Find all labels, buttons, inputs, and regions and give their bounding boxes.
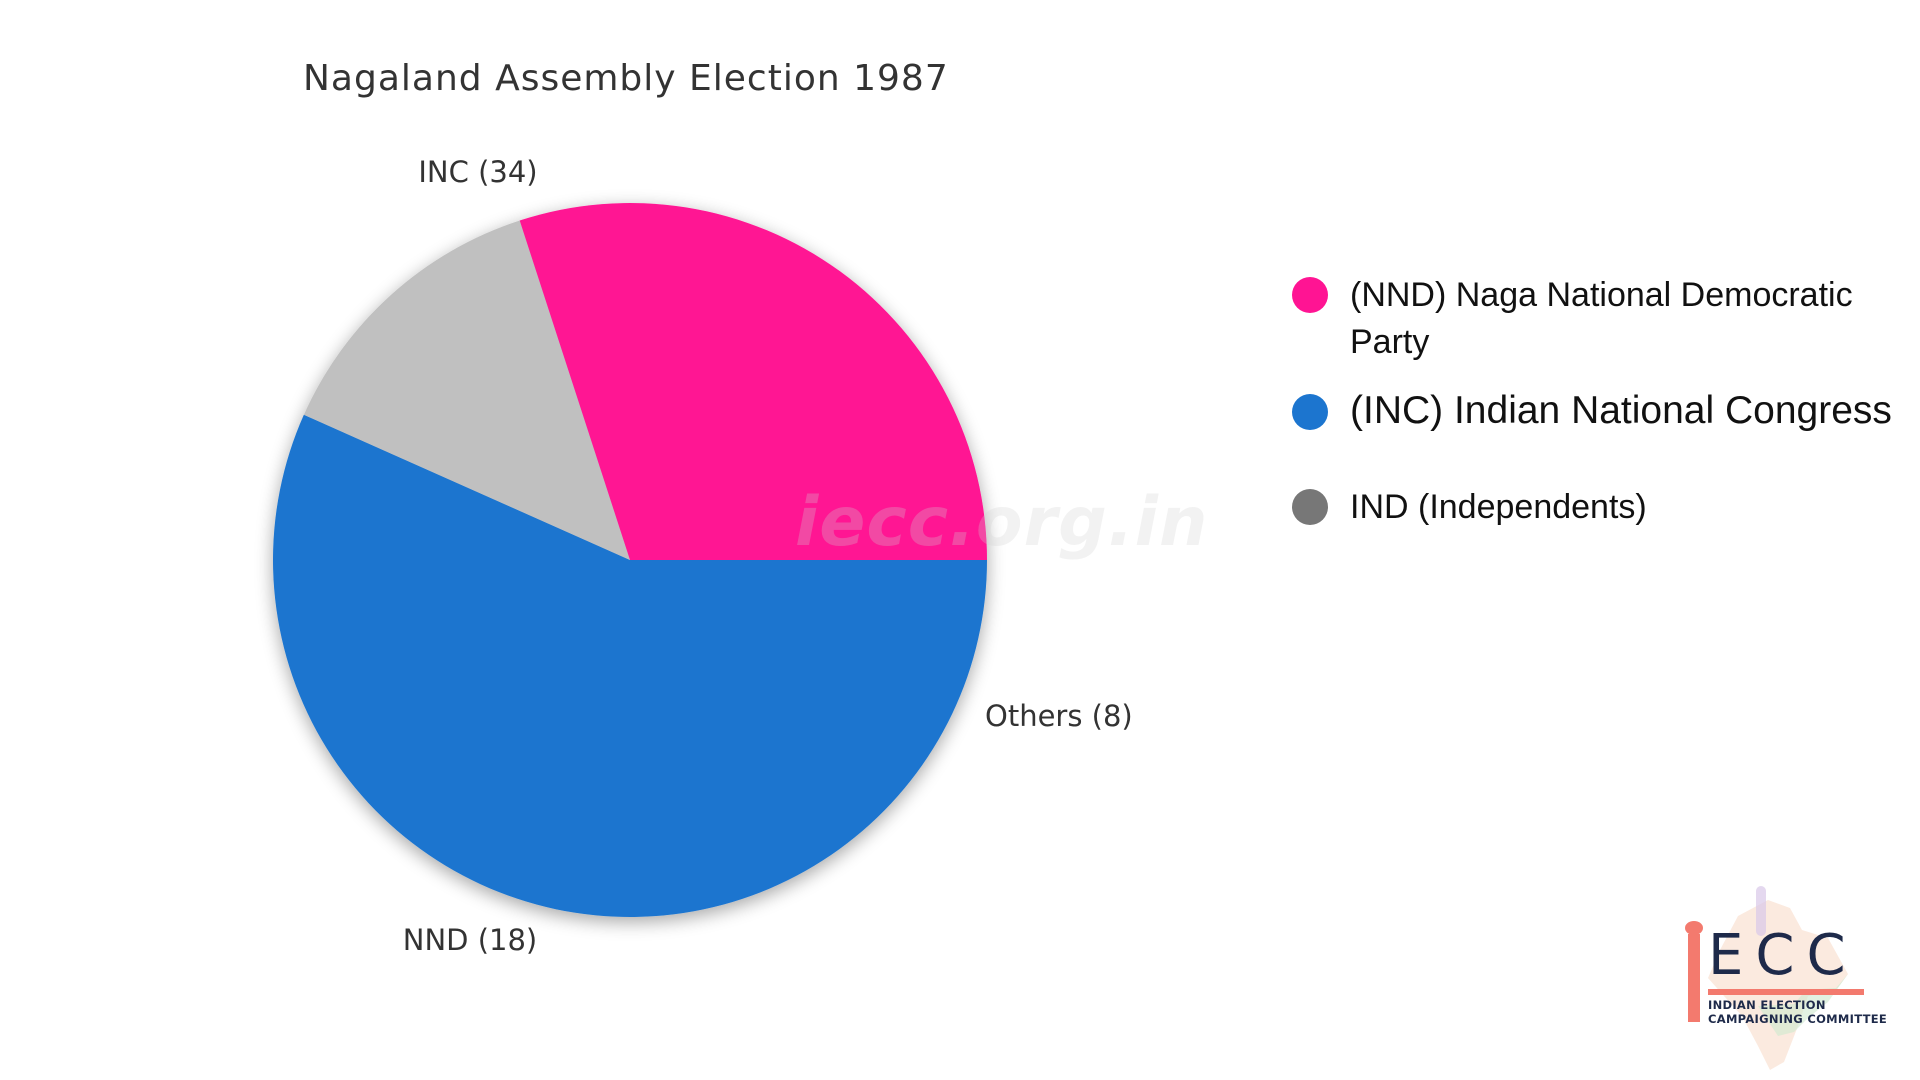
logo-i-dot — [1685, 921, 1703, 935]
pie-slice-nnd — [519, 202, 987, 560]
chart-title: Nagaland Assembly Election 1987 — [303, 58, 949, 99]
pie-slice-others — [303, 220, 630, 560]
slice-label-inc: INC (34) — [418, 155, 537, 189]
logo-underline — [1708, 989, 1864, 995]
watermark: iecc.org.in — [795, 483, 1209, 562]
slice-label-nnd: NND (18) — [403, 923, 537, 957]
logo-subtitle-line1: INDIAN ELECTION — [1708, 998, 1826, 1012]
iecc-logo: ECC INDIAN ELECTION CAMPAIGNING COMMITTE… — [1668, 866, 1888, 1076]
logo-subtitle-line2: CAMPAIGNING COMMITTEE — [1708, 1012, 1888, 1026]
slice-labels: INC (34) Others (8) NND (18) — [403, 155, 1133, 957]
slice-label-others: Others (8) — [985, 699, 1133, 733]
pie-slice-inc — [272, 414, 987, 917]
legend-label-inc: (INC) Indian National Congress — [1350, 389, 1892, 432]
logo-subtitle: INDIAN ELECTION CAMPAIGNING COMMITTEE — [1708, 998, 1887, 1026]
pie-slices — [272, 202, 987, 917]
logo-letters: ECC — [1708, 923, 1858, 988]
legend-label-nnd: (NND) Naga National Democratic Party — [1350, 276, 1853, 361]
legend-marker-inc — [1292, 394, 1328, 430]
legend-marker-ind — [1292, 489, 1328, 525]
legend-label-ind: IND (Independents) — [1350, 488, 1647, 526]
legend-marker-nnd — [1292, 277, 1328, 313]
logo-i-stem — [1688, 934, 1700, 1022]
